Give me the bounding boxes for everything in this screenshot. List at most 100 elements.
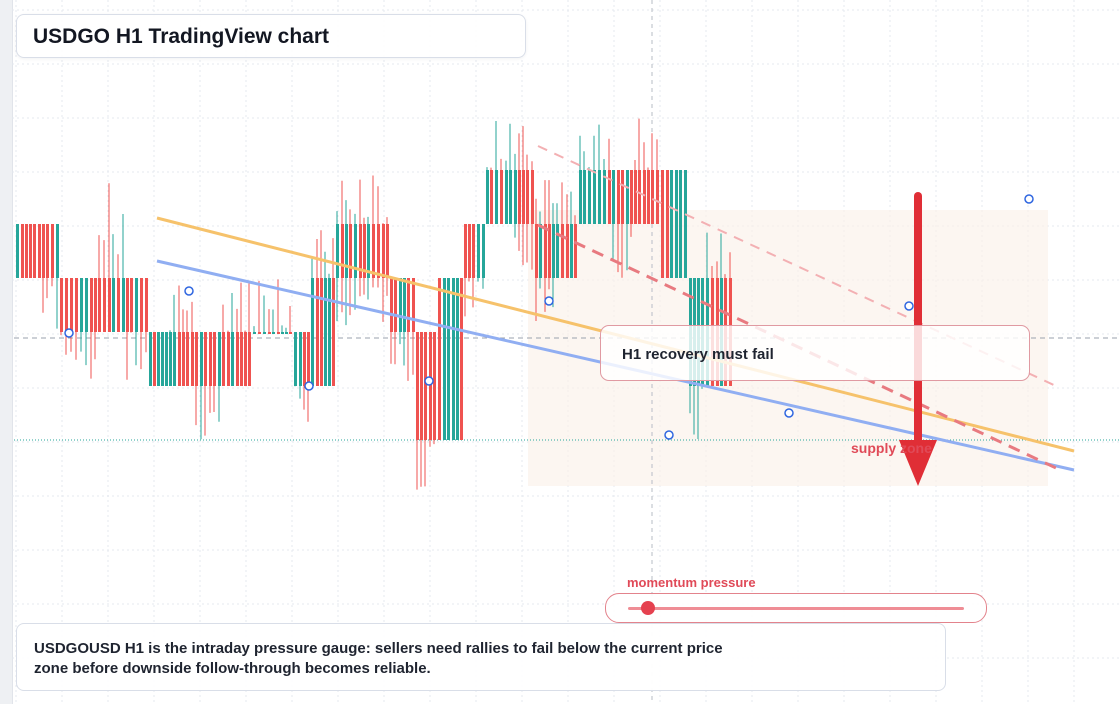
candle-down — [60, 278, 63, 332]
candle-up — [486, 170, 489, 224]
candle-down — [460, 278, 463, 440]
candle-down — [29, 224, 32, 278]
candle-down — [438, 278, 441, 440]
candle-down — [621, 170, 624, 224]
candle-down — [248, 332, 251, 386]
slider-thumb[interactable] — [641, 601, 656, 615]
candle-up — [509, 170, 512, 224]
candle-down — [186, 332, 189, 386]
candle-up — [85, 278, 88, 332]
candle-down — [332, 278, 335, 386]
candle-up — [173, 332, 176, 386]
candle-down — [548, 224, 551, 278]
candle-down — [103, 278, 106, 332]
candle-down — [21, 224, 24, 278]
candle-up — [556, 224, 559, 278]
candle-up — [281, 332, 284, 334]
slider-track[interactable] — [628, 607, 964, 610]
candle-down — [108, 278, 111, 332]
candle-down — [433, 332, 436, 440]
candle-up — [588, 170, 591, 224]
candle-up — [112, 278, 115, 332]
candle-up — [684, 170, 687, 278]
candle-down — [526, 170, 529, 224]
candle-down — [390, 278, 393, 332]
candle-up — [299, 332, 302, 386]
candle-down — [191, 332, 194, 386]
candle-up — [399, 278, 402, 332]
candle-up — [263, 332, 266, 334]
candle-down — [316, 278, 319, 386]
candle-down — [522, 170, 525, 224]
candle-down — [574, 224, 577, 278]
candle-down — [46, 224, 49, 278]
candle-up — [56, 224, 59, 278]
momentum-pressure-slider[interactable] — [605, 593, 987, 623]
candle-down — [544, 224, 547, 278]
candle-up — [231, 332, 234, 386]
candle-up — [122, 278, 125, 332]
candle-up — [679, 170, 682, 278]
candle-up — [477, 224, 480, 278]
candle-up — [367, 224, 370, 278]
candle-down — [394, 278, 397, 332]
candle-up — [552, 224, 555, 278]
candle-down — [638, 170, 641, 224]
candle-down — [240, 332, 243, 386]
candle-down — [630, 170, 633, 224]
candle-down — [518, 170, 521, 224]
chart-title: USDGO H1 TradingView chart — [33, 25, 330, 48]
candle-up — [311, 278, 314, 386]
candle-down — [468, 224, 471, 278]
left-toolbar-rail — [0, 0, 13, 704]
candle-down — [386, 224, 389, 278]
candle-down — [268, 332, 271, 334]
supply-zone-label: supply zone — [851, 440, 932, 456]
candle-down — [178, 332, 181, 386]
candle-down — [535, 224, 538, 278]
candle-up — [598, 170, 601, 224]
candle-up — [157, 332, 160, 386]
candle-down — [651, 170, 654, 224]
candle-up — [149, 332, 152, 386]
candle-down — [634, 170, 637, 224]
candle-down — [244, 332, 247, 386]
candle-down — [213, 332, 216, 386]
candle-down — [94, 278, 97, 332]
candle-down — [429, 332, 432, 440]
candle-down — [372, 224, 375, 278]
candle-up — [539, 224, 542, 278]
candle-down — [407, 278, 410, 332]
candle-up — [324, 278, 327, 386]
candle-down — [566, 224, 569, 278]
recovery-note-text: H1 recovery must fail — [622, 346, 774, 363]
candle-down — [490, 170, 493, 224]
momentum-pressure-label: momentum pressure — [627, 575, 756, 590]
candle-up — [285, 332, 288, 334]
candle-down — [182, 332, 185, 386]
candle-down — [617, 170, 620, 224]
caption-text: USDGOUSD H1 is the intraday pressure gau… — [34, 640, 723, 677]
candle-down — [382, 224, 385, 278]
candle-down — [38, 224, 41, 278]
candle-down — [117, 278, 120, 332]
candle-up — [161, 332, 164, 386]
candle-down — [359, 224, 362, 278]
candle-up — [603, 170, 606, 224]
candle-down — [531, 170, 534, 224]
recovery-note-card[interactable]: H1 recovery must fail — [600, 325, 1030, 381]
candle-down — [320, 278, 323, 386]
candle-down — [377, 224, 380, 278]
candle-up — [443, 278, 446, 440]
candle-down — [227, 332, 230, 386]
candle-down — [236, 332, 239, 386]
candle-up — [165, 332, 168, 386]
candle-down — [153, 332, 156, 386]
caption-card: USDGOUSD H1 is the intraday pressure gau… — [16, 623, 946, 691]
candle-down — [126, 278, 129, 332]
candle-down — [647, 170, 650, 224]
candle-up — [583, 170, 586, 224]
candle-down — [51, 224, 54, 278]
swing-marker — [904, 301, 914, 311]
candle-down — [608, 170, 611, 224]
